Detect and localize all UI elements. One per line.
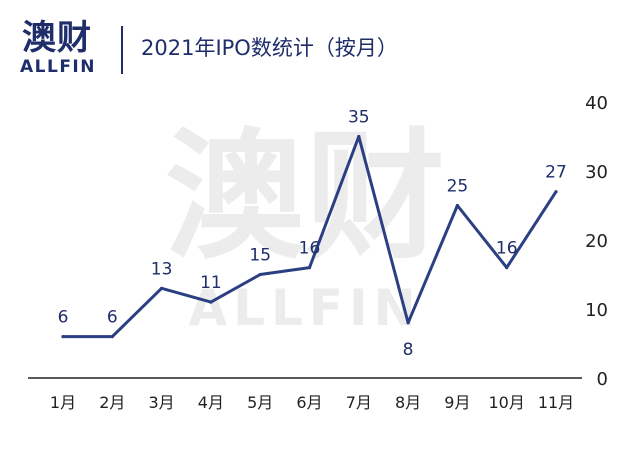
x-tick-label: 3月 xyxy=(149,393,175,412)
data-point xyxy=(307,266,312,270)
y-tick-label: 20 xyxy=(585,231,608,252)
data-label: 15 xyxy=(249,246,271,266)
data-point xyxy=(406,321,410,325)
data-point xyxy=(505,266,509,270)
header-divider xyxy=(121,26,123,74)
data-point xyxy=(160,286,164,290)
chart-title: 2021年IPO数统计（按月） xyxy=(141,36,398,60)
watermark: 澳财 ALLFIN xyxy=(165,116,445,337)
x-tick-label: 2月 xyxy=(99,393,125,412)
data-label: 6 xyxy=(107,308,118,328)
data-label: 25 xyxy=(447,177,469,197)
data-label: 16 xyxy=(496,239,518,259)
data-point xyxy=(554,190,558,194)
data-point xyxy=(357,134,361,139)
x-tick-label: 10月 xyxy=(489,393,525,412)
data-point xyxy=(258,272,262,277)
y-tick-label: 10 xyxy=(585,300,608,321)
y-tick-label: 40 xyxy=(585,93,608,114)
x-tick-label: 7月 xyxy=(346,393,372,412)
data-label: 11 xyxy=(200,273,222,293)
y-axis: 0 10 20 30 40 xyxy=(585,93,608,390)
x-tick-label: 8月 xyxy=(395,393,421,412)
data-points xyxy=(61,134,558,339)
brand-logo-cn: 澳财 xyxy=(22,18,92,58)
data-label: 8 xyxy=(403,340,414,360)
brand-logo-en-text: ALLFIN xyxy=(20,57,96,77)
y-tick-label: 30 xyxy=(585,162,608,183)
data-point xyxy=(209,300,213,304)
x-axis-ticks: 1月 2月 3月 4月 5月 6月 7月 8月 9月 10月 11月 xyxy=(50,393,574,412)
x-tick-label: 6月 xyxy=(296,393,322,412)
x-tick-label: 5月 xyxy=(247,393,273,412)
data-label: 16 xyxy=(299,239,321,259)
watermark-cn: 澳财 xyxy=(165,116,445,279)
data-labels: 6 6 13 11 15 16 35 8 25 16 27 xyxy=(58,108,567,360)
y-tick-label: 0 xyxy=(597,369,608,390)
x-tick-label: 9月 xyxy=(444,393,470,412)
x-tick-label: 11月 xyxy=(538,393,574,412)
data-label: 13 xyxy=(151,259,173,279)
brand-logo-en: ALLFIN xyxy=(20,57,120,77)
watermark-en: ALLFIN xyxy=(188,279,421,337)
data-point xyxy=(455,203,459,208)
data-label: 27 xyxy=(545,163,567,183)
x-tick-label: 1月 xyxy=(50,393,76,412)
data-label: 6 xyxy=(58,308,69,328)
data-label: 35 xyxy=(348,108,370,128)
x-tick-label: 4月 xyxy=(198,393,224,412)
data-point xyxy=(61,335,65,339)
data-point xyxy=(110,335,114,339)
